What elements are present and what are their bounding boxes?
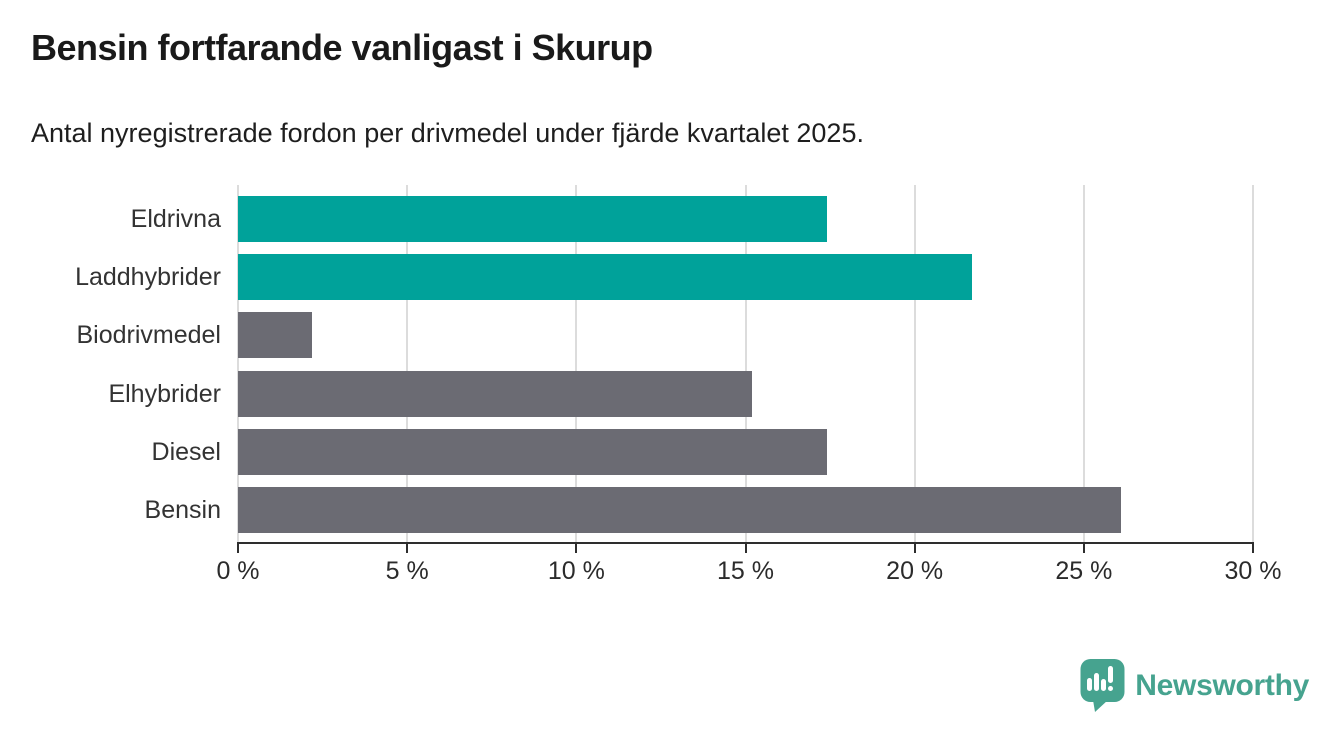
x-tick-label-30: 30 % <box>1224 557 1282 585</box>
gridline-30 <box>1252 185 1254 543</box>
x-tick-30 <box>1252 544 1254 553</box>
gridline-20 <box>913 185 916 543</box>
category-label-eldrivna: Eldrivna <box>130 205 221 233</box>
bar-elhybrider <box>238 370 753 417</box>
bar-row-diesel: Diesel <box>152 428 1253 475</box>
x-tick-label-5: 5 % <box>385 557 429 585</box>
x-tick-5 <box>406 544 409 553</box>
category-label-bensin: Bensin <box>144 496 221 524</box>
x-tick-10 <box>575 544 578 553</box>
bar-row-eldrivna: Eldrivna <box>131 196 1253 242</box>
bar-eldrivna <box>238 196 827 242</box>
x-tick-label-10: 10 % <box>547 557 605 585</box>
bar-biodrivmedel <box>238 312 313 359</box>
gridline-15 <box>744 185 747 543</box>
x-tick-25 <box>1082 544 1085 553</box>
x-tick-0 <box>237 544 239 553</box>
gridline-5 <box>406 185 409 543</box>
brand-footer: Newsworthy <box>1079 658 1309 713</box>
x-tick-label-20: 20 % <box>886 557 944 585</box>
x-tick-20 <box>913 544 916 553</box>
x-tick-label-15: 15 % <box>717 557 774 585</box>
bar-row-biodrivmedel: Biodrivmedel <box>76 312 1253 359</box>
bar-bensin <box>238 487 1122 533</box>
category-label-biodrivmedel: Biodrivmedel <box>76 321 221 350</box>
brand-name: Newsworthy <box>1135 668 1309 702</box>
chart-subtitle: Antal nyregistrerade fordon per drivmede… <box>31 118 864 148</box>
x-tick-label-25: 25 % <box>1055 557 1113 585</box>
x-tick-15 <box>744 544 747 553</box>
chart-title: Bensin fortfarande vanligast i Skurup <box>31 27 653 68</box>
x-tick-label-0: 0 % <box>216 557 260 585</box>
category-label-laddhybrider: Laddhybrider <box>75 263 221 292</box>
bar-row-laddhybrider: Laddhybrider <box>75 254 1253 301</box>
bar-diesel <box>238 428 827 475</box>
x-axis-line <box>237 542 1254 544</box>
category-label-diesel: Diesel <box>151 437 221 466</box>
gridline-0 <box>237 185 239 543</box>
bar-row-bensin: Bensin <box>145 487 1253 533</box>
bar-laddhybrider <box>238 254 973 301</box>
newsworthy-logo-icon <box>1080 659 1125 712</box>
bar-chart-plot-area: Eldrivna Laddhybrider Biodrivmedel Elhybrid… <box>75 185 1281 585</box>
gridline-25 <box>1082 185 1085 543</box>
bar-row-elhybrider: Elhybrider <box>108 370 1253 417</box>
category-label-elhybrider: Elhybrider <box>108 379 221 408</box>
gridline-10 <box>575 185 578 543</box>
